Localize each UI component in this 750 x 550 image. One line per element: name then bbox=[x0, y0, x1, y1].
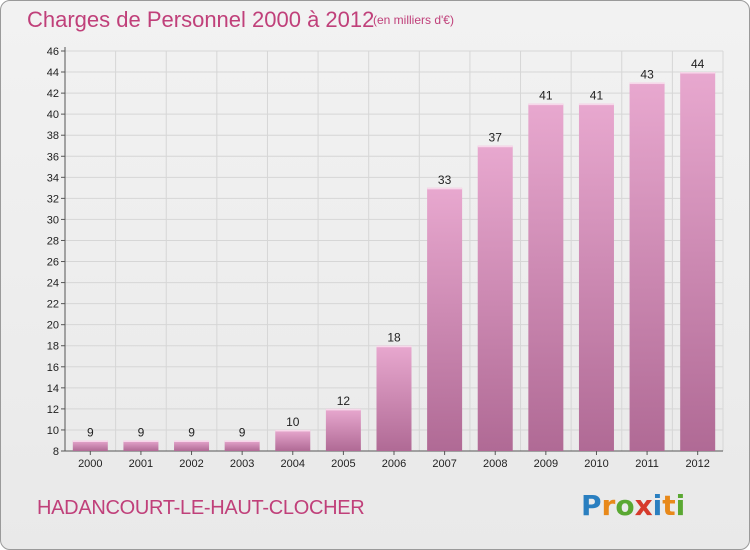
labels: 8 10 12 14 16 18 20 22 24 26 28 30 32 34 36 38 40 42 44 46 9… bbox=[47, 46, 710, 470]
bar-highlight bbox=[325, 408, 361, 411]
data-label: 9 bbox=[239, 425, 246, 439]
data-label: 9 bbox=[87, 425, 94, 439]
location-name: HADANCOURT-LE-HAUT-CLOCHER bbox=[37, 497, 365, 519]
x-tick-label: 2003 bbox=[230, 458, 254, 470]
proxiti-logo: Proxiti bbox=[581, 489, 685, 522]
logo-letter: i bbox=[652, 489, 663, 522]
y-tick-label: 40 bbox=[47, 109, 59, 121]
data-label: 41 bbox=[590, 89, 604, 103]
data-label: 43 bbox=[640, 68, 654, 82]
bars bbox=[72, 72, 716, 451]
bar-highlight bbox=[275, 429, 311, 432]
data-label: 9 bbox=[188, 425, 195, 439]
logo-letter: r bbox=[601, 489, 616, 522]
y-tick-label: 12 bbox=[47, 404, 59, 416]
data-label: 18 bbox=[387, 331, 401, 345]
bar-highlight bbox=[680, 72, 716, 74]
x-tick-label: 2011 bbox=[635, 458, 659, 470]
bar bbox=[477, 145, 513, 451]
bar bbox=[427, 187, 463, 451]
y-tick-label: 34 bbox=[47, 172, 59, 184]
y-tick-label: 14 bbox=[47, 383, 59, 395]
y-tick-label: 36 bbox=[47, 151, 59, 163]
x-tick-label: 2012 bbox=[685, 458, 709, 470]
data-label: 10 bbox=[286, 415, 300, 429]
x-tick-label: 2002 bbox=[179, 458, 203, 470]
data-label: 12 bbox=[337, 394, 351, 408]
data-label: 33 bbox=[438, 173, 452, 187]
y-tick-label: 32 bbox=[47, 193, 59, 205]
x-tick-label: 2008 bbox=[483, 458, 507, 470]
bar-highlight bbox=[224, 440, 260, 442]
y-tick-label: 26 bbox=[47, 257, 59, 269]
logo-letter: o bbox=[615, 489, 635, 522]
bar-highlight bbox=[578, 103, 614, 106]
data-label: 9 bbox=[138, 425, 145, 439]
data-label: 41 bbox=[539, 89, 553, 103]
x-tick-label: 2000 bbox=[78, 458, 102, 470]
x-tick-label: 2010 bbox=[584, 458, 608, 470]
x-tick-label: 2005 bbox=[331, 458, 355, 470]
x-tick-label: 2006 bbox=[382, 458, 406, 470]
y-tick-label: 46 bbox=[47, 46, 59, 58]
y-tick-label: 24 bbox=[47, 278, 59, 290]
y-tick-label: 22 bbox=[47, 299, 59, 311]
bar bbox=[275, 429, 311, 451]
y-tick-label: 10 bbox=[47, 425, 59, 437]
logo-letter: P bbox=[581, 489, 602, 522]
bar bbox=[528, 103, 564, 451]
y-tick-label: 28 bbox=[47, 235, 59, 247]
y-tick-label: 8 bbox=[53, 446, 59, 458]
chart-subtitle: (en milliers d'€) bbox=[373, 13, 454, 27]
y-tick-label: 38 bbox=[47, 130, 59, 142]
bar bbox=[629, 82, 665, 451]
x-tick-label: 2009 bbox=[534, 458, 558, 470]
bar-highlight bbox=[72, 440, 108, 442]
bar-highlight bbox=[477, 145, 513, 148]
logo-letter: t bbox=[662, 489, 676, 522]
x-tick-label: 2007 bbox=[432, 458, 456, 470]
y-tick-label: 42 bbox=[47, 88, 59, 100]
bar bbox=[123, 440, 159, 451]
bar-highlight bbox=[427, 187, 463, 190]
bar bbox=[325, 408, 361, 451]
bar-highlight bbox=[123, 440, 159, 442]
bar-highlight bbox=[174, 440, 210, 442]
chart-title: Charges de Personnel 2000 à 2012 bbox=[27, 7, 375, 32]
bar-highlight bbox=[528, 103, 564, 106]
bar bbox=[376, 345, 412, 451]
y-tick-label: 16 bbox=[47, 362, 59, 374]
bar bbox=[72, 440, 108, 451]
bar-highlight bbox=[376, 345, 412, 348]
x-tick-label: 2004 bbox=[281, 458, 305, 470]
data-label: 37 bbox=[489, 131, 503, 145]
y-tick-label: 44 bbox=[47, 67, 59, 79]
bar-highlight bbox=[629, 82, 665, 85]
logo-letter: x bbox=[634, 489, 653, 522]
bar bbox=[578, 103, 614, 451]
bar bbox=[680, 72, 716, 451]
y-tick-label: 20 bbox=[47, 320, 59, 332]
logo-letter: i bbox=[675, 489, 686, 522]
bar bbox=[224, 440, 260, 451]
bar bbox=[174, 440, 210, 451]
y-tick-label: 30 bbox=[47, 214, 59, 226]
y-tick-label: 18 bbox=[47, 341, 59, 353]
x-tick-label: 2001 bbox=[129, 458, 153, 470]
data-label: 44 bbox=[691, 57, 705, 71]
